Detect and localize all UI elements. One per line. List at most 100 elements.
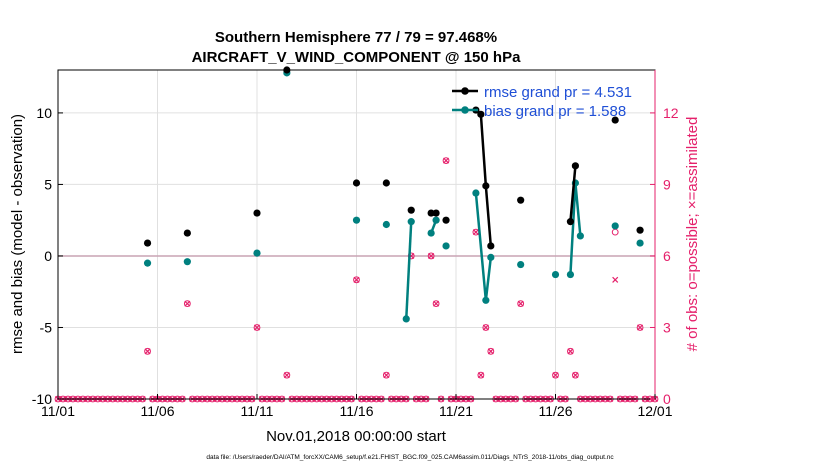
rmse-point: [571, 162, 580, 170]
x-tick-label: 11/11: [241, 403, 274, 419]
y2-axis-ticks: 0 3 6 9 12: [650, 105, 679, 407]
y-axis-label: rmse and bias (model - observation): [9, 114, 26, 354]
rmse-point: [183, 229, 191, 237]
bias-point: [482, 296, 490, 304]
bias-point: [143, 259, 152, 267]
obs-assimilated-marker: [477, 372, 484, 379]
bias-point: [487, 253, 495, 261]
obs-possible-marker: [477, 371, 485, 379]
rmse-line-segment: [569, 165, 577, 222]
rmse-point: [477, 110, 485, 118]
rmse-point: [382, 179, 390, 187]
bias-point: [382, 220, 390, 229]
bias-point: [253, 249, 261, 257]
x-tick-label: 11/21: [439, 403, 473, 419]
bias-point: [576, 232, 584, 240]
bias-point: [551, 270, 560, 279]
obs-assimilated-marker: [572, 372, 579, 379]
y2-tick-label: 6: [663, 248, 671, 264]
bias-point: [636, 239, 644, 247]
legend-rmse-marker: [461, 87, 469, 95]
obs-possible-marker: [482, 324, 490, 331]
obs-possible-marker: [517, 300, 525, 308]
rmse-point: [427, 209, 435, 217]
x-axis-ticks: 11/01 11/06 11/11 11/16 11/21 11/26 12/01: [41, 394, 673, 419]
rmse-point: [352, 179, 361, 187]
y2-tick-label: 12: [663, 105, 679, 121]
bias-point: [442, 242, 450, 250]
y2-tick-label: 9: [663, 176, 671, 192]
legend-bias-label: bias grand pr = 1.588: [484, 103, 626, 120]
y-axis-ticks: -10 -5 0 5 10: [32, 105, 63, 407]
obs-assimilated-marker: [612, 276, 619, 283]
bias-point: [427, 229, 435, 237]
rmse-point: [143, 239, 152, 247]
obs-possible-marker: [552, 371, 559, 379]
y-tick-label: 10: [36, 105, 52, 121]
obs-assimilated-marker: [482, 324, 489, 331]
bias-point: [352, 216, 361, 224]
obs-possible-marker: [432, 300, 440, 308]
legend-bias-marker: [461, 106, 469, 114]
rmse-point: [636, 226, 644, 234]
y2-tick-label: 3: [663, 319, 671, 335]
y-tick-label: 0: [44, 248, 52, 264]
data-file-footer: data file: /Users/raeder/DAI/ATM_forcXX/…: [206, 454, 614, 461]
obs-assimilated-marker: [428, 252, 435, 259]
obs-possible-marker: [144, 347, 151, 355]
x-tick-label: 11/26: [539, 403, 573, 419]
x-tick-label: 11/01: [41, 403, 75, 419]
obs-assimilated-marker: [443, 157, 450, 164]
bias-line-segment: [405, 221, 413, 319]
obs-possible-marker: [442, 157, 450, 164]
x-tick-label: 12/01: [637, 403, 672, 419]
obs-assimilated-marker: [144, 348, 151, 355]
bias-point: [407, 218, 415, 226]
rmse-point: [253, 209, 261, 217]
rmse-point: [407, 206, 415, 214]
obs-possible-marker: [567, 347, 574, 355]
obs-possible-marker: [427, 252, 435, 260]
obs-assimilated-marker: [472, 229, 479, 236]
rmse-point: [442, 216, 450, 224]
rmse-point: [432, 209, 440, 217]
x-tick-label: 11/06: [141, 403, 175, 419]
obs-possible-marker: [636, 324, 644, 331]
obs-assimilated-marker: [433, 300, 440, 307]
legend: rmse grand pr = 4.531 bias grand pr = 1.…: [452, 84, 632, 120]
x-tick-label: 11/16: [340, 403, 374, 419]
legend-rmse-label: rmse grand pr = 4.531: [484, 84, 632, 101]
obs-assimilated-marker: [487, 348, 494, 355]
y-tick-label: -5: [40, 319, 53, 335]
obs-possible-marker: [382, 371, 390, 379]
rmse-point: [482, 182, 490, 190]
obs-assimilated-marker: [253, 324, 261, 331]
obs-assimilated-marker: [567, 348, 574, 355]
y-tick-label: 5: [44, 176, 52, 192]
bias-point: [566, 270, 575, 279]
y-tick-label: -10: [32, 391, 52, 407]
bias-point: [183, 258, 191, 266]
bias-point: [611, 222, 619, 230]
rmse-point: [487, 242, 495, 250]
obs-assimilated-marker: [353, 276, 360, 283]
obs-possible-marker: [253, 324, 261, 331]
obs-assimilated-marker: [552, 372, 559, 379]
y2-axis-label: # of obs: o=possible; ×=assimilated: [684, 117, 701, 352]
bias-point: [402, 315, 410, 323]
obs-assimilated-marker: [637, 324, 644, 331]
chart-title: Southern Hemisphere 77 / 79 = 97.468%: [215, 29, 497, 46]
obs-assimilated-marker: [517, 300, 524, 307]
obs-possible-marker: [487, 347, 495, 355]
rmse-point: [566, 218, 575, 226]
obs-assimilated-marker: [184, 300, 191, 307]
y2-tick-label: 0: [663, 391, 671, 407]
bias-point: [472, 189, 480, 197]
obs-possible-marker: [353, 276, 360, 284]
bias-point: [517, 260, 525, 269]
rmse-point: [611, 116, 619, 124]
bias-point: [432, 216, 440, 224]
bias-series: [143, 69, 644, 323]
obs-assimilated-marker: [383, 372, 390, 379]
